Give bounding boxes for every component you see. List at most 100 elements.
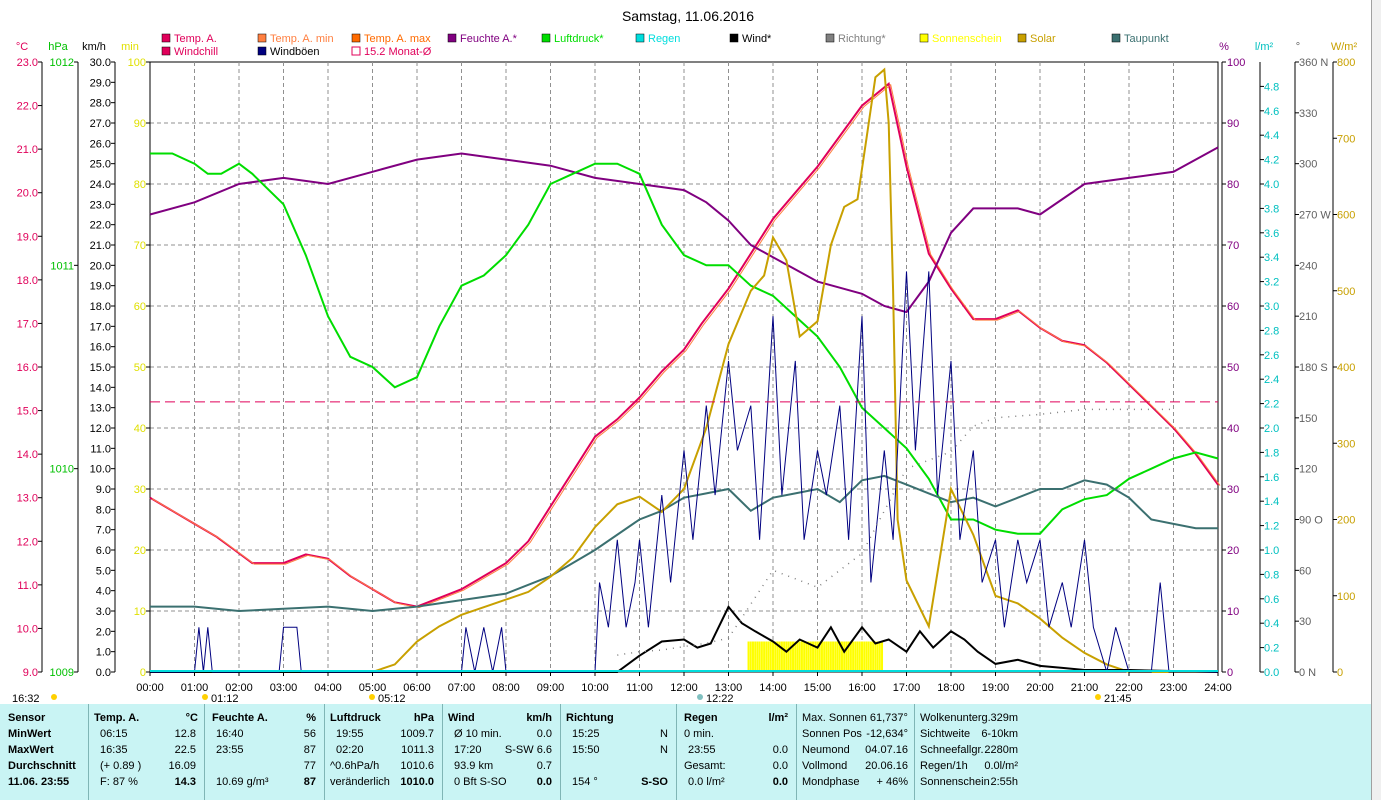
legend-swatch — [541, 33, 551, 43]
hum-header: Feuchte A. — [212, 712, 268, 724]
rain-unit: l/m² — [768, 712, 788, 724]
rain-current: 0.0 — [772, 776, 788, 788]
legend-swatch — [729, 33, 739, 43]
y-tick-label-humidity: 50 — [1227, 362, 1239, 374]
y-tick-label-wind: 30.0 — [90, 57, 111, 69]
legend-item: Windböen — [257, 46, 320, 58]
legend-item: Richtung* — [825, 33, 886, 45]
axes: °C 23.0 22.0 21.0 20.0 19.0 18.0 17.0 16.0 15.0 14… — [16, 41, 1358, 679]
legend-item: 15.2 Monat-Ø — [351, 46, 432, 58]
col-wind: Wind km/h Ø 10 min. 0.0 17:20 S-SW 6.6 9… — [442, 704, 561, 800]
x-tick-label: 03:00 — [270, 682, 298, 694]
wind-max-value: S-SW 6.6 — [504, 744, 552, 756]
dir-max-time: 15:50 — [572, 744, 600, 756]
sensor-row-max: MaxWert — [8, 744, 54, 756]
legend-item: Feuchte A.* — [447, 33, 518, 45]
y-tick-label-wind: 2.0 — [96, 626, 111, 638]
time-marker-label: 16:32 — [12, 693, 40, 704]
wind-header: Wind — [448, 712, 475, 724]
y-tick-label-humidity: 100 — [1227, 57, 1245, 69]
legend-swatch — [825, 33, 835, 43]
x-tick-label: 11:00 — [626, 682, 653, 694]
legend-label: Temp. A. min — [270, 33, 334, 45]
series-feuchte-a — [149, 146, 1219, 314]
legend-label: Luftdruck* — [554, 33, 604, 45]
y-tick-label-wind: 26.0 — [90, 138, 111, 150]
time-marker-icon — [51, 694, 57, 700]
dir-current: S-SO — [641, 776, 668, 788]
y-tick-label-rain: 1.6 — [1264, 472, 1279, 484]
time-markers: 16:32 01:12 05:12 12:22 21:45 — [12, 693, 1132, 704]
hum-abs: 10.69 g/m³ — [216, 776, 269, 788]
temp-unit: °C — [185, 712, 198, 724]
legend-item: Taupunkt — [1111, 33, 1169, 45]
y-tick-label-min: 50 — [134, 362, 146, 374]
legend-label: 15.2 Monat-Ø — [364, 46, 432, 58]
temp-current: 14.3 — [174, 776, 196, 788]
y-axis-rain: l/m² 4.8 4.6 4.4 4.2 4.0 3.8 3.6 3.4 3.2 3.0 2.8 2.6… — [1255, 41, 1279, 679]
legend-swatch — [635, 33, 645, 43]
series-wind — [150, 605, 1219, 673]
y-tick-label-wind: 27.0 — [90, 118, 111, 130]
y-tick-label-temp: 9.0 — [23, 667, 38, 679]
y-tick-label-humidity: 40 — [1227, 423, 1239, 435]
x-tick-label: 20:00 — [1026, 682, 1054, 694]
x-tick-label: 01:00 — [181, 682, 209, 694]
y-axis-unit-temp: °C — [16, 41, 28, 53]
y-tick-label-temp: 15.0 — [17, 406, 38, 418]
x-tick-label: 22:00 — [1115, 682, 1143, 694]
y-tick-label-humidity: 80 — [1227, 179, 1239, 191]
y-tick-label-rain: 2.6 — [1264, 350, 1279, 362]
y-tick-label-solar: 100 — [1337, 591, 1355, 603]
y-tick-label-humidity: 60 — [1227, 301, 1239, 313]
y-tick-label-wind: 6.0 — [96, 545, 111, 557]
y-axis-wind: km/h 30.0 29.0 28.0 27.0 26.0 25.0 24.0 23.0 22.0… — [82, 41, 116, 679]
astro-newmoon-label: Neumond — [802, 744, 850, 756]
y-tick-label-wind: 4.0 — [96, 586, 111, 598]
rain-rate: 0.0 l/m² — [688, 776, 725, 788]
y-tick-label-rain: 3.2 — [1264, 277, 1279, 289]
misc-snowline-label: Schneefallgr. — [920, 744, 984, 756]
legend-label: Taupunkt — [1124, 33, 1169, 45]
series-luftdruck — [150, 152, 1219, 535]
y-tick-label-min: 70 — [134, 240, 146, 252]
hum-current: 87 — [303, 776, 316, 788]
col-rain: Regen l/m² 0 min. 23:55 0.0 Gesamt: 0.0 … — [676, 704, 797, 800]
x-tick-label: 15:00 — [804, 682, 832, 694]
temp-trend: (+ 0.89 ) — [100, 760, 142, 772]
temp-min-value: 12.8 — [174, 728, 196, 740]
series-solar — [150, 67, 1218, 673]
y-tick-label-direction: 150 — [1299, 413, 1317, 425]
y-tick-label-temp: 10.0 — [17, 623, 38, 635]
y-tick-label-pressure: 1010 — [50, 464, 74, 476]
chart-title: Samstag, 11.06.2016 — [622, 8, 754, 24]
y-tick-label-temp: 23.0 — [17, 57, 38, 69]
legend-swatch — [257, 33, 267, 43]
legend-label: Sonnenschein — [932, 33, 1002, 45]
legend-item: Windchill — [161, 46, 218, 58]
time-marker-label: 01:12 — [211, 693, 239, 704]
grid — [149, 61, 1219, 673]
y-tick-label-rain: 1.2 — [1264, 521, 1279, 533]
y-tick-label-rain: 3.4 — [1264, 252, 1279, 264]
y-tick-label-direction: 30 — [1299, 616, 1311, 628]
time-marker-label: 12:22 — [706, 693, 734, 704]
y-tick-label-direction: 60 — [1299, 565, 1311, 577]
y-tick-label-min: 60 — [134, 301, 146, 313]
x-tick-label: 04:00 — [314, 682, 342, 694]
temp-avg: 16.09 — [168, 760, 196, 772]
misc-cloudbase-value: 329m — [990, 712, 1018, 724]
y-tick-label-rain: 3.6 — [1264, 228, 1279, 240]
dir-min-time: 15:25 — [572, 728, 600, 740]
y-tick-label-rain: 1.4 — [1264, 496, 1279, 508]
x-tick-label: 08:00 — [492, 682, 520, 694]
rain-duration: 0 min. — [684, 728, 714, 740]
astro-max-sun: Max. Sonnen 61,737° — [802, 712, 908, 724]
y-tick-label-temp: 21.0 — [17, 144, 38, 156]
hum-max-value: 87 — [303, 744, 316, 756]
x-tick-label: 06:00 — [403, 682, 431, 694]
press-max-value: 1011.3 — [401, 744, 434, 756]
y-tick-label-rain: 4.6 — [1264, 106, 1279, 118]
temp-header: Temp. A. — [94, 712, 140, 724]
misc-visibility-label: Sichtweite — [920, 728, 971, 740]
